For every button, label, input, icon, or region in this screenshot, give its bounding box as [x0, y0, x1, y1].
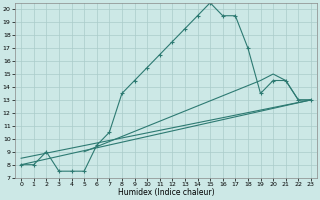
- X-axis label: Humidex (Indice chaleur): Humidex (Indice chaleur): [118, 188, 214, 197]
